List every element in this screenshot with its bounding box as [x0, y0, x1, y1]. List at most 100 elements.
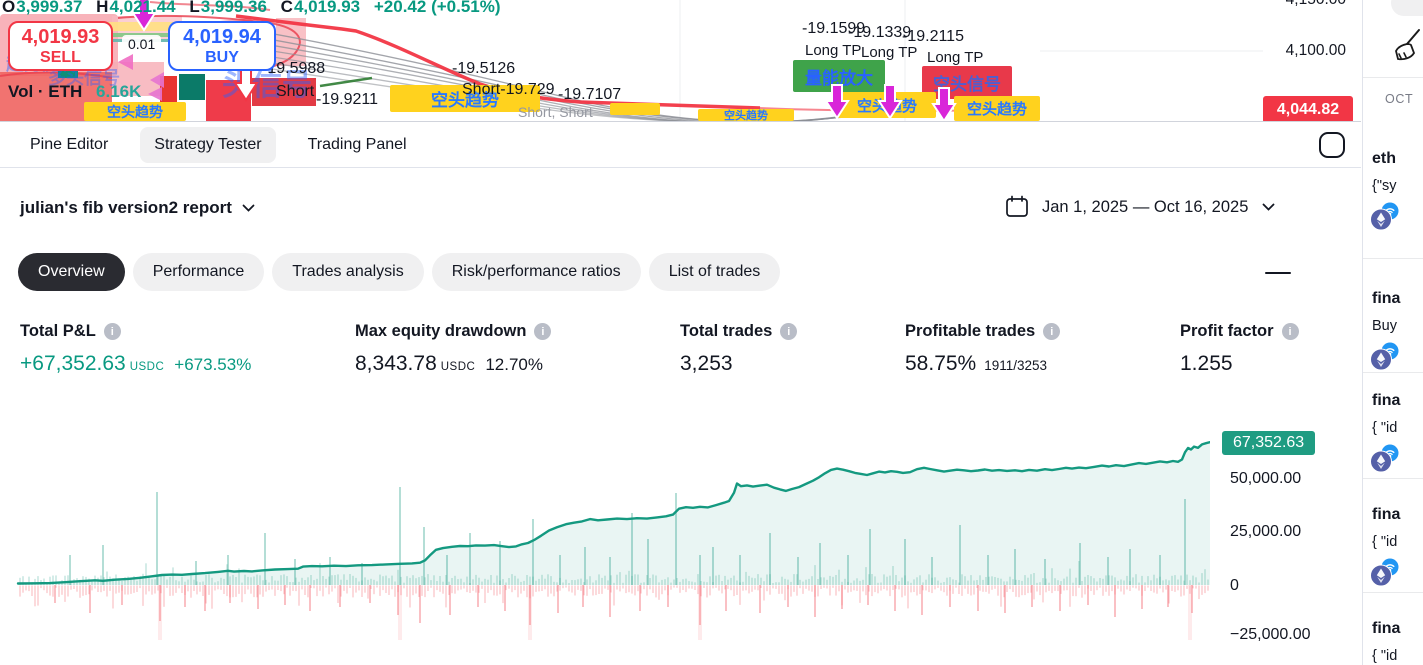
- stat-value: 8,343.78: [355, 352, 437, 375]
- buy-button[interactable]: 4,019.94 BUY: [168, 21, 276, 71]
- chart-annotation-arrows: [0, 0, 1361, 121]
- spread-value: 0.01: [122, 35, 162, 53]
- signal-box: 量能放大: [793, 60, 885, 92]
- indicator-value-label: -19.1339: [848, 24, 912, 41]
- ohlc-low-label: L: [189, 0, 200, 16]
- chevron-down-icon: [242, 204, 255, 212]
- stat-currency: USDC: [440, 361, 476, 373]
- panel-tab-pine-editor[interactable]: Pine Editor: [30, 135, 109, 153]
- sidebar-item-title[interactable]: eth: [1372, 150, 1396, 167]
- indicator-value-label: Short, Short: [518, 104, 593, 120]
- ohlc-low-value: 3,999.36: [200, 0, 267, 16]
- volume-value: 6.16K: [96, 82, 142, 101]
- indicator-value-label: -19.9211: [316, 91, 378, 108]
- indicator-value-label: -19.7107: [558, 86, 622, 103]
- panel-tab-trading-panel[interactable]: Trading Panel: [307, 135, 407, 153]
- calendar-icon: [1006, 195, 1028, 217]
- date-range-picker[interactable]: Jan 1, 2025 — Oct 16, 2025: [1004, 194, 1275, 220]
- subtab-overview[interactable]: Overview: [18, 253, 125, 291]
- stat-max-equity-drawdown: Max equity drawdown i 8,343.78 USDC 12.70%: [355, 322, 552, 376]
- eth-coin-icon: [1370, 202, 1402, 237]
- signal-box: 空头趋势: [954, 96, 1040, 121]
- equity-axis-tick-neg25000: −25,000.00: [1230, 626, 1311, 643]
- stat-value: +67,352.63: [20, 352, 126, 375]
- stat-value: 1.255: [1180, 352, 1233, 375]
- indicator-value-label: Long TP: [927, 49, 984, 66]
- last-price-tag: 4,044.82: [1263, 96, 1353, 121]
- stat-value: 3,253: [680, 352, 733, 375]
- stat-ratio: 1911/3253: [984, 358, 1048, 373]
- ohlc-high-value: 4,021.44: [109, 0, 176, 16]
- stat-extra: 12.70%: [485, 355, 544, 374]
- sell-signal-arrow-icon: [131, 0, 157, 37]
- broom-remove-drawings-icon[interactable]: [1385, 26, 1423, 68]
- stat-profit-factor: Profit factor i 1.255: [1180, 322, 1299, 376]
- right-sidebar: OCT eth {"sy fina Buy fina{ "id fina{ "id …: [1362, 0, 1423, 665]
- price-chart-region: 空头趋势空头趋势空头趋势量能放大空头信号空头趋势空头趋势头信号趋势反转多头信号 …: [0, 0, 1361, 121]
- stat-total-p-l: Total P&L i +67,352.63 USDC +673.53%: [20, 322, 251, 376]
- report-selector[interactable]: julian's fib version2 report: [20, 198, 255, 218]
- sidebar-item-title[interactable]: fina: [1372, 620, 1401, 637]
- sidebar-divider: [1363, 258, 1423, 259]
- indicator-value-label: Short-19.729: [462, 81, 555, 98]
- info-icon[interactable]: i: [1043, 323, 1061, 340]
- stat-label: Total P&L: [20, 322, 96, 340]
- sidebar-item-title[interactable]: fina: [1372, 290, 1401, 307]
- sidebar-item-subtitle: { "id: [1372, 420, 1398, 436]
- sidebar-item-title[interactable]: fina: [1372, 392, 1401, 409]
- equity-axis-tick-50000: 50,000.00: [1230, 470, 1302, 487]
- stat-label: Total trades: [680, 322, 773, 340]
- chart-annotation-labels: -19.5988 Short -19.9211 -19.5126 Short-19.72…: [0, 0, 1361, 121]
- sidebar-item-title[interactable]: fina: [1372, 506, 1401, 523]
- subtab-risk-performance-ratios[interactable]: Risk/performance ratios: [431, 253, 641, 291]
- stat-label: Max equity drawdown: [355, 322, 527, 340]
- sidebar-item-subtitle: { "id: [1372, 534, 1398, 550]
- sell-signal-arrow-icon: [931, 87, 957, 121]
- panel-tab-strategy-tester[interactable]: Strategy Tester: [140, 126, 276, 163]
- signal-box: 空头信号: [922, 66, 1012, 99]
- ohlc-open-value: 3,999.37: [16, 0, 83, 16]
- strategy-tester-panel: Pine Editor Strategy Tester Trading Panel …: [0, 121, 1361, 665]
- info-icon[interactable]: i: [780, 323, 798, 340]
- signal-box: 空头趋势: [84, 102, 186, 121]
- info-icon[interactable]: i: [1281, 323, 1299, 340]
- sidebar-top-pill[interactable]: [1391, 0, 1423, 16]
- stat-total-trades: Total trades i 3,253: [680, 322, 798, 376]
- sell-button[interactable]: 4,019.93 SELL: [8, 21, 113, 71]
- stat-label: Profitable trades: [905, 322, 1036, 340]
- indicator-value-label: -19.5988: [262, 60, 326, 77]
- minimize-panel-icon[interactable]: [1263, 262, 1291, 280]
- report-title: julian's fib version2 report: [20, 198, 232, 217]
- signal-box: 空头趋势: [698, 109, 794, 121]
- ohlc-open-label: O: [2, 0, 16, 16]
- indicator-value-label: Long TP: [805, 42, 862, 59]
- eth-coin-icon: [1370, 558, 1402, 593]
- info-icon[interactable]: i: [103, 323, 121, 340]
- panel-tab-bar: Pine Editor Strategy Tester Trading Panel: [0, 122, 1361, 168]
- maximize-panel-icon[interactable]: [1317, 130, 1347, 160]
- volume-label: Vol · ETH: [8, 82, 83, 101]
- sell-label: SELL: [40, 48, 81, 66]
- buy-label: BUY: [205, 48, 239, 66]
- sidebar-item-subtitle: {"sy: [1372, 178, 1397, 194]
- signal-box: 空头趋势: [390, 85, 540, 112]
- sidebar-month-label: OCT: [1385, 92, 1414, 106]
- sell-price: 4,019.93: [21, 25, 100, 48]
- sidebar-divider: [1363, 478, 1423, 479]
- subtab-list-of-trades[interactable]: List of trades: [648, 253, 781, 291]
- subtab-trades-analysis[interactable]: Trades analysis: [272, 253, 424, 291]
- sidebar-item-subtitle: Buy: [1372, 318, 1397, 334]
- subtab-performance[interactable]: Performance: [132, 253, 265, 291]
- sidebar-divider: [1363, 77, 1423, 78]
- equity-curve-chart: [16, 441, 1210, 640]
- stat-currency: USDC: [129, 361, 165, 373]
- sell-signal-arrow-icon: [824, 84, 850, 121]
- ohlc-close-value: 4,019.93: [293, 0, 361, 16]
- equity-final-value-badge: 67,352.63: [1222, 431, 1316, 455]
- indicator-value-label: Short: [276, 83, 315, 100]
- info-icon[interactable]: i: [534, 323, 552, 340]
- price-axis-tick-4150: 4,150.00: [1258, 0, 1346, 9]
- sell-signal-arrow-icon: [877, 84, 903, 121]
- indicator-value-label: Long TP: [861, 44, 918, 61]
